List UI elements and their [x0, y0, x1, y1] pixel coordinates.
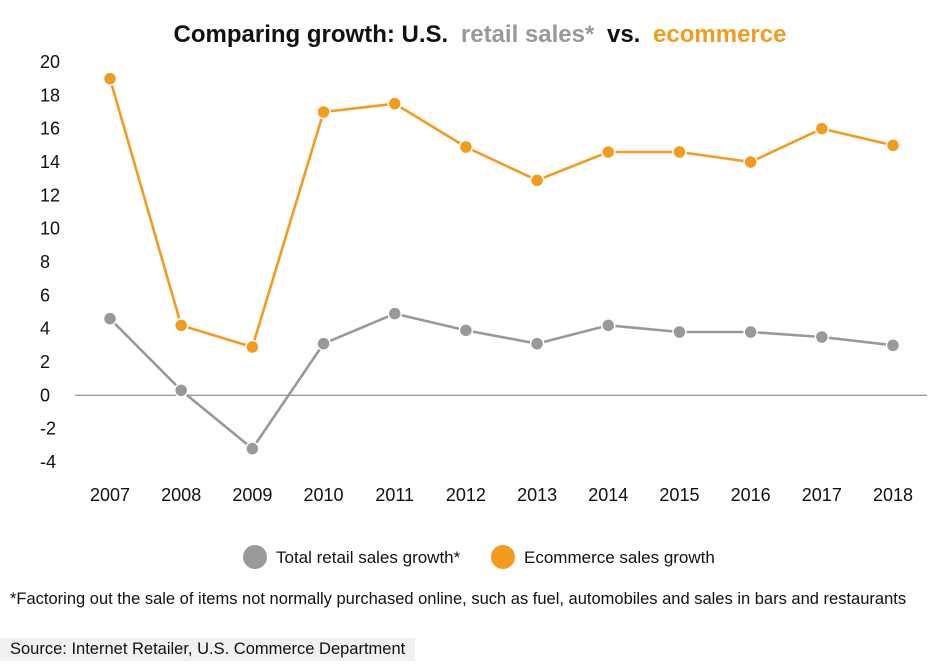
data-point — [173, 318, 189, 333]
legend-swatch — [243, 545, 267, 569]
x-tick-label: 2012 — [446, 485, 486, 505]
y-tick-label: 20 — [40, 52, 60, 72]
data-point — [458, 323, 474, 338]
data-point — [601, 318, 616, 333]
x-tick-label: 2018 — [873, 485, 913, 505]
data-point — [885, 338, 901, 353]
y-tick-label: -4 — [40, 452, 56, 472]
data-point — [316, 104, 331, 120]
y-tick-label: 12 — [40, 185, 60, 205]
data-point — [173, 383, 189, 398]
legend-swatch — [491, 545, 515, 569]
x-tick-label: 2009 — [232, 485, 272, 505]
data-point — [529, 173, 545, 188]
x-axis-ticks: 2007 2008 2009 2010 2011 2012 2013 2014 2015 2016… — [90, 485, 913, 505]
data-point — [672, 144, 687, 160]
data-point — [458, 139, 474, 155]
data-point — [245, 441, 260, 456]
data-point — [529, 336, 545, 351]
data-point — [885, 138, 901, 153]
data-point — [387, 96, 402, 111]
x-tick-label: 2014 — [588, 485, 628, 505]
legend-label: Ecommerce sales growth — [524, 548, 715, 567]
x-tick-label: 2008 — [161, 485, 201, 505]
data-point — [672, 324, 687, 340]
data-point — [743, 154, 758, 170]
title-prefix: Comparing growth: U.S. — [174, 21, 449, 48]
y-tick-label: 14 — [40, 152, 60, 172]
y-tick-label: 0 — [40, 385, 50, 405]
x-tick-label: 2017 — [802, 485, 842, 505]
legend-label: Total retail sales growth* — [276, 548, 461, 567]
x-tick-label: 2016 — [731, 485, 771, 505]
series-line — [108, 78, 894, 349]
data-point — [743, 324, 758, 340]
title-retail: retail sales* — [461, 21, 595, 48]
y-tick-label: 2 — [40, 352, 50, 372]
footnote: *Factoring out the sale of items not nor… — [10, 590, 907, 608]
x-tick-label: 2010 — [304, 485, 344, 505]
x-tick-label: 2007 — [90, 485, 130, 505]
y-tick-label: -2 — [40, 419, 56, 439]
data-point — [814, 121, 830, 136]
legend: Total retail sales growth* Ecommerce sale… — [243, 545, 715, 569]
series-1 — [102, 71, 901, 355]
data-point — [102, 311, 118, 326]
series-0 — [102, 306, 901, 456]
y-tick-label: 18 — [40, 85, 60, 105]
chart-title: Comparing growth: U.S. retail sales* vs.… — [174, 21, 787, 48]
series-layer — [102, 71, 901, 456]
data-point — [601, 144, 616, 160]
y-tick-label: 8 — [40, 252, 50, 272]
data-point — [814, 329, 830, 345]
data-point — [102, 71, 118, 86]
source-note: Source: Internet Retailer, U.S. Commerce… — [0, 638, 416, 661]
title-middle: vs. — [607, 21, 640, 48]
y-tick-label: 10 — [40, 219, 60, 239]
x-tick-label: 2011 — [375, 485, 414, 505]
x-tick-label: 2013 — [517, 485, 557, 505]
title-ecommerce: ecommerce — [653, 21, 786, 48]
x-tick-label: 2015 — [659, 485, 699, 505]
line-chart: Comparing growth: U.S. retail sales* vs.… — [40, 21, 927, 569]
data-point — [387, 306, 402, 321]
data-point — [316, 336, 331, 351]
y-tick-label: 4 — [40, 319, 50, 339]
y-tick-label: 16 — [40, 119, 60, 139]
series-line — [109, 312, 894, 450]
y-tick-label: 6 — [40, 285, 50, 305]
data-point — [245, 339, 260, 355]
